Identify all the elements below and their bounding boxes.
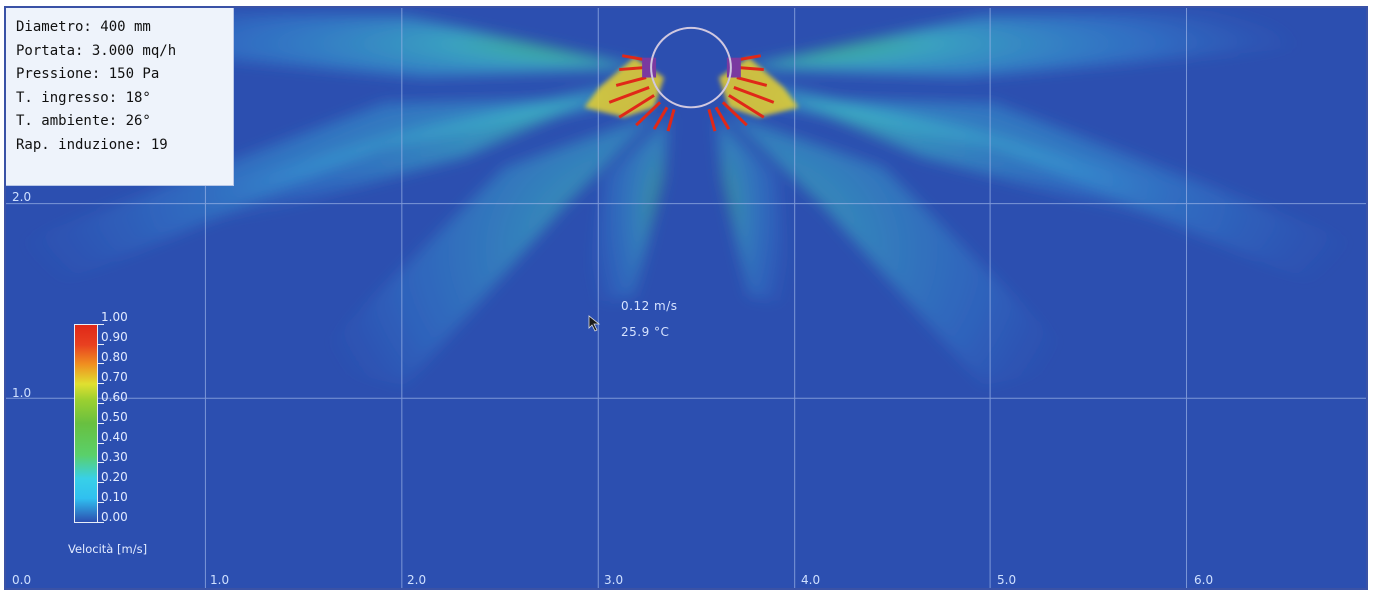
simulation-viewport[interactable]: 2.0 1.0 0.0 1.0 2.0 3.0 4.0 5.0 6.0 Diam… <box>4 6 1368 590</box>
flow-rate-text: Portata: 3.000 mq/h <box>16 42 177 59</box>
scale-tick-label: 0.00 <box>101 510 128 524</box>
scale-tick-label: 0.70 <box>101 370 128 384</box>
velocity-color-scale <box>74 324 98 523</box>
circle-diffuser-icon <box>650 26 732 109</box>
x-label-4: 4.0 <box>801 573 821 587</box>
scale-tick-label: 0.90 <box>101 330 128 344</box>
x-label-6: 6.0 <box>1194 573 1214 587</box>
induction-ratio-text: Rap. induzione: 19 <box>16 136 168 153</box>
probe-temperature: 25.9 °C <box>621 325 670 339</box>
ambient-temp-text: T. ambiente: 26° <box>16 113 151 129</box>
x-label-1: 1.0 <box>210 573 230 587</box>
x-label-0: 0.0 <box>12 573 32 587</box>
scale-tick-label: 0.60 <box>101 390 128 404</box>
scale-tick-label: 0.20 <box>101 470 128 484</box>
x-label-5: 5.0 <box>997 573 1017 587</box>
scale-tick-label: 1.00 <box>101 310 128 324</box>
scale-tick-label: 0.10 <box>101 490 128 504</box>
x-label-3: 3.0 <box>604 573 624 587</box>
parameters-panel: Diametro: 400 mm Portata: 3.000 mq/h Pre… <box>6 8 234 186</box>
probe-velocity: 0.12 m/s <box>621 299 678 313</box>
velocity-field <box>6 8 1366 588</box>
scale-tick-label: 0.30 <box>101 450 128 464</box>
x-label-2: 2.0 <box>407 573 427 587</box>
scale-tick-label: 0.80 <box>101 350 128 364</box>
arrow-cursor-icon <box>588 315 601 332</box>
inlet-temp-text: T. ingresso: 18° <box>16 89 151 106</box>
y-label-2: 2.0 <box>12 190 32 204</box>
scale-tick-label: 0.50 <box>101 410 128 424</box>
y-label-1: 1.0 <box>12 386 32 400</box>
pressure-text: Pressione: 150 Pa <box>16 66 160 82</box>
diameter-text: Diametro: 400 mm <box>16 19 151 35</box>
scale-tick-label: 0.40 <box>101 430 128 444</box>
scale-title: Velocità [m/s] <box>68 542 148 556</box>
